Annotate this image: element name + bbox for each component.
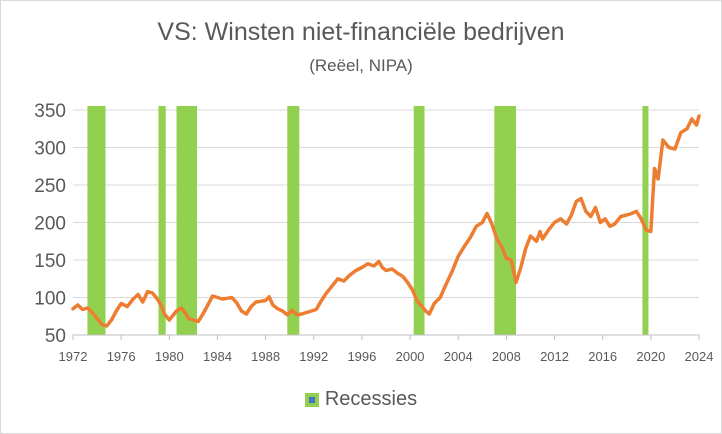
y-tick-label-5: 300 (34, 139, 66, 160)
recession-band-1 (158, 106, 166, 335)
x-tick-label-9: 2008 (492, 349, 521, 364)
recession-band-2 (176, 106, 197, 335)
recession-band-3 (287, 106, 300, 335)
y-tick-label-6: 350 (34, 101, 66, 122)
x-tick-label-7: 2000 (396, 349, 425, 364)
chart-title: VS: Winsten niet-financiële bedrijven (157, 18, 565, 46)
y-tick-label-3: 200 (34, 214, 66, 235)
x-tick-label-5: 1992 (299, 349, 328, 364)
x-tick-label-12: 2020 (636, 349, 665, 364)
x-tick-label-0: 1972 (59, 349, 88, 364)
x-tick-label-8: 2004 (444, 349, 473, 364)
legend: Recessies (0, 388, 722, 411)
y-tick-label-2: 150 (34, 251, 66, 272)
recession-band-4 (413, 106, 425, 335)
y-tick-label-0: 50 (45, 326, 66, 347)
x-tick-label-6: 1996 (347, 349, 376, 364)
x-tick-label-13: 2024 (685, 349, 714, 364)
x-tick-label-10: 2012 (540, 349, 569, 364)
recession-band-6 (642, 106, 649, 335)
legend-label-recessions: Recessies (324, 388, 418, 410)
x-tick-label-1: 1976 (107, 349, 136, 364)
x-tick-label-2: 1980 (155, 349, 184, 364)
series-line-0 (71, 114, 701, 328)
recession-band-5 (494, 106, 517, 335)
y-tick-label-4: 250 (34, 176, 66, 197)
x-tick-label-4: 1988 (251, 349, 280, 364)
legend-swatch-recessions (304, 392, 319, 407)
x-tick-label-11: 2016 (588, 349, 617, 364)
x-tick-label-3: 1984 (203, 349, 232, 364)
recession-band-0 (87, 106, 106, 335)
chart-subtitle: (Reëel, NIPA) (309, 56, 413, 75)
y-tick-label-1: 100 (34, 289, 66, 310)
